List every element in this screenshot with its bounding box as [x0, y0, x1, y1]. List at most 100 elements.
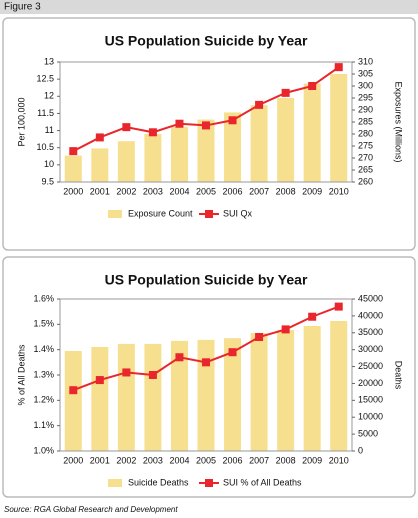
bar: [170, 126, 188, 182]
line-marker: [95, 376, 104, 385]
header-band: [0, 0, 418, 14]
x-tick-label: 2010: [329, 455, 349, 465]
y2-tick-label: 285: [358, 116, 373, 126]
x-tick-label: 2008: [276, 455, 296, 465]
bar: [224, 112, 242, 182]
x-tick-label: 2005: [196, 455, 216, 465]
line-marker: [281, 325, 290, 334]
x-tick-label: 2003: [143, 186, 163, 196]
bar: [144, 134, 162, 182]
bar: [117, 343, 135, 451]
x-tick-label: 2000: [63, 455, 83, 465]
bar: [330, 320, 348, 451]
line-marker: [281, 88, 290, 97]
bar: [250, 105, 268, 182]
legend-label: SUI Qx: [223, 208, 253, 218]
y2-tick-label: 260: [358, 176, 373, 186]
bar: [250, 333, 268, 451]
x-tick-label: 2006: [223, 186, 243, 196]
y2-tick-label: 310: [358, 56, 373, 66]
legend-swatch: [205, 210, 213, 218]
y2-tick-label: 270: [358, 152, 373, 162]
bar: [224, 338, 242, 451]
source-note: Source: RGA Global Research and Developm…: [4, 505, 178, 514]
x-tick-label: 2001: [90, 186, 110, 196]
chart-title: US Population Suicide by Year: [105, 33, 308, 49]
line-marker: [95, 133, 104, 142]
bar: [91, 148, 109, 182]
line-marker: [308, 312, 317, 321]
line-marker: [175, 353, 184, 362]
x-tick-label: 2005: [196, 186, 216, 196]
x-tick-label: 2004: [169, 455, 189, 465]
y-tick-label: 1.6%: [33, 293, 54, 303]
x-tick-label: 2002: [116, 455, 136, 465]
bar: [330, 74, 348, 182]
bar: [170, 340, 188, 451]
line-marker: [202, 121, 210, 130]
bar: [277, 98, 295, 182]
y2-tick-label: 295: [358, 92, 373, 102]
y2-axis-title: Exposures (Millions): [394, 81, 404, 162]
line-marker: [255, 333, 264, 341]
y2-tick-label: 5000: [358, 428, 378, 438]
y-axis-title: Per 100,000: [16, 97, 26, 146]
line-marker: [148, 371, 157, 379]
x-tick-label: 2001: [90, 455, 110, 465]
figure-label: Figure 3: [4, 2, 41, 13]
line-marker: [202, 358, 210, 367]
bar: [91, 346, 109, 451]
bar: [64, 351, 82, 451]
bar: [197, 119, 215, 182]
y-tick-label: 10.5: [36, 142, 54, 152]
y2-tick-label: 35000: [358, 327, 383, 337]
legend-swatch: [108, 479, 122, 487]
bar: [64, 155, 82, 182]
y-tick-label: 12.5: [36, 74, 54, 84]
y-tick-label: 1.4%: [33, 344, 54, 354]
y2-tick-label: 0: [358, 445, 363, 455]
x-tick-label: 2010: [329, 186, 349, 196]
bar: [197, 339, 215, 451]
legend-swatch: [205, 479, 213, 487]
y-tick-label: 10: [44, 159, 54, 169]
y-tick-label: 1.5%: [33, 319, 54, 329]
x-tick-label: 2002: [116, 186, 136, 196]
y2-tick-label: 275: [358, 140, 373, 150]
chart-title: US Population Suicide by Year: [105, 272, 308, 288]
line-marker: [122, 123, 131, 132]
x-tick-label: 2008: [276, 186, 296, 196]
bar: [117, 141, 135, 182]
y2-tick-label: 265: [358, 164, 373, 174]
y2-tick-label: 280: [358, 128, 373, 138]
x-tick-label: 2006: [223, 455, 243, 465]
y2-tick-label: 45000: [358, 293, 383, 303]
line-marker: [122, 368, 131, 377]
y2-tick-label: 40000: [358, 310, 383, 320]
y2-tick-label: 20000: [358, 378, 383, 388]
line-marker: [308, 82, 317, 90]
line-marker: [148, 128, 157, 137]
x-tick-label: 2007: [249, 455, 269, 465]
line-marker: [255, 100, 264, 109]
y2-tick-label: 15000: [358, 395, 383, 405]
y-tick-label: 13: [44, 56, 54, 66]
y2-tick-label: 30000: [358, 344, 383, 354]
x-tick-label: 2000: [63, 186, 83, 196]
y-tick-label: 11: [45, 125, 54, 135]
y2-tick-label: 300: [358, 80, 373, 90]
line-marker: [228, 116, 237, 125]
line-marker: [334, 63, 343, 72]
bar: [277, 330, 295, 451]
y-tick-label: 1.1%: [33, 420, 54, 430]
line-marker: [69, 147, 78, 156]
line-marker: [228, 348, 237, 357]
bar: [303, 83, 321, 182]
y2-tick-label: 10000: [358, 412, 383, 422]
legend-label: Exposure Count: [128, 208, 193, 218]
y2-tick-label: 305: [358, 68, 373, 78]
line-marker: [69, 386, 78, 395]
bar: [303, 326, 321, 451]
x-tick-label: 2003: [143, 455, 163, 465]
